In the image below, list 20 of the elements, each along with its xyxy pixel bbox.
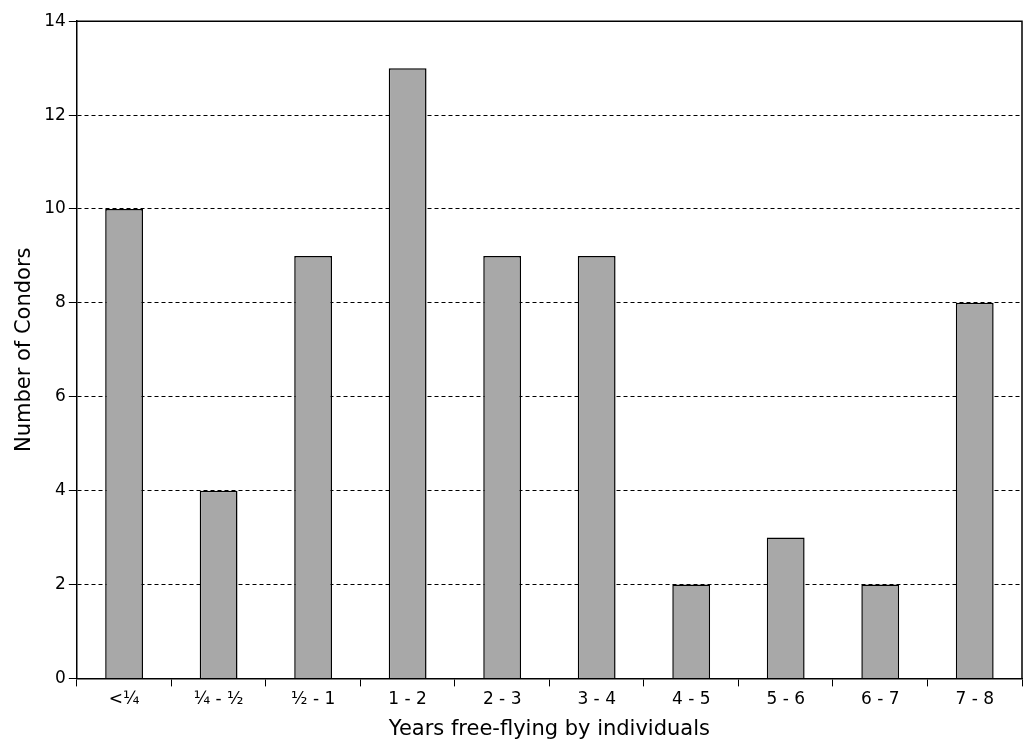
x-tick-label: 4 - 5 [671, 688, 711, 709]
x-tick-label: 6 - 7 [860, 688, 900, 709]
x-tick-label: ½ - 1 [291, 688, 336, 709]
y-tick-label: 10 [44, 197, 66, 218]
x-tick-label: 7 - 8 [955, 688, 995, 709]
x-axis-title: Years free-flying by individuals [387, 715, 710, 740]
y-tick-label: 6 [55, 385, 66, 406]
y-tick-label: 2 [55, 572, 66, 593]
x-tick-label: 2 - 3 [482, 688, 522, 709]
y-tick-label: 0 [55, 666, 66, 687]
x-tick-label: 3 - 4 [577, 688, 616, 709]
y-tick-label: 14 [44, 9, 66, 30]
x-tick-label: ¼ - ½ [193, 688, 244, 709]
y-tick-label: 12 [44, 103, 66, 124]
y-tick-label: 8 [55, 291, 66, 312]
x-tick-label: <¼ [108, 688, 140, 709]
x-tick-label: 1 - 2 [388, 688, 427, 709]
y-tick-label: 4 [55, 479, 66, 500]
y-axis-title: Number of Condors [11, 247, 36, 453]
x-tick-label: 5 - 6 [766, 688, 805, 709]
